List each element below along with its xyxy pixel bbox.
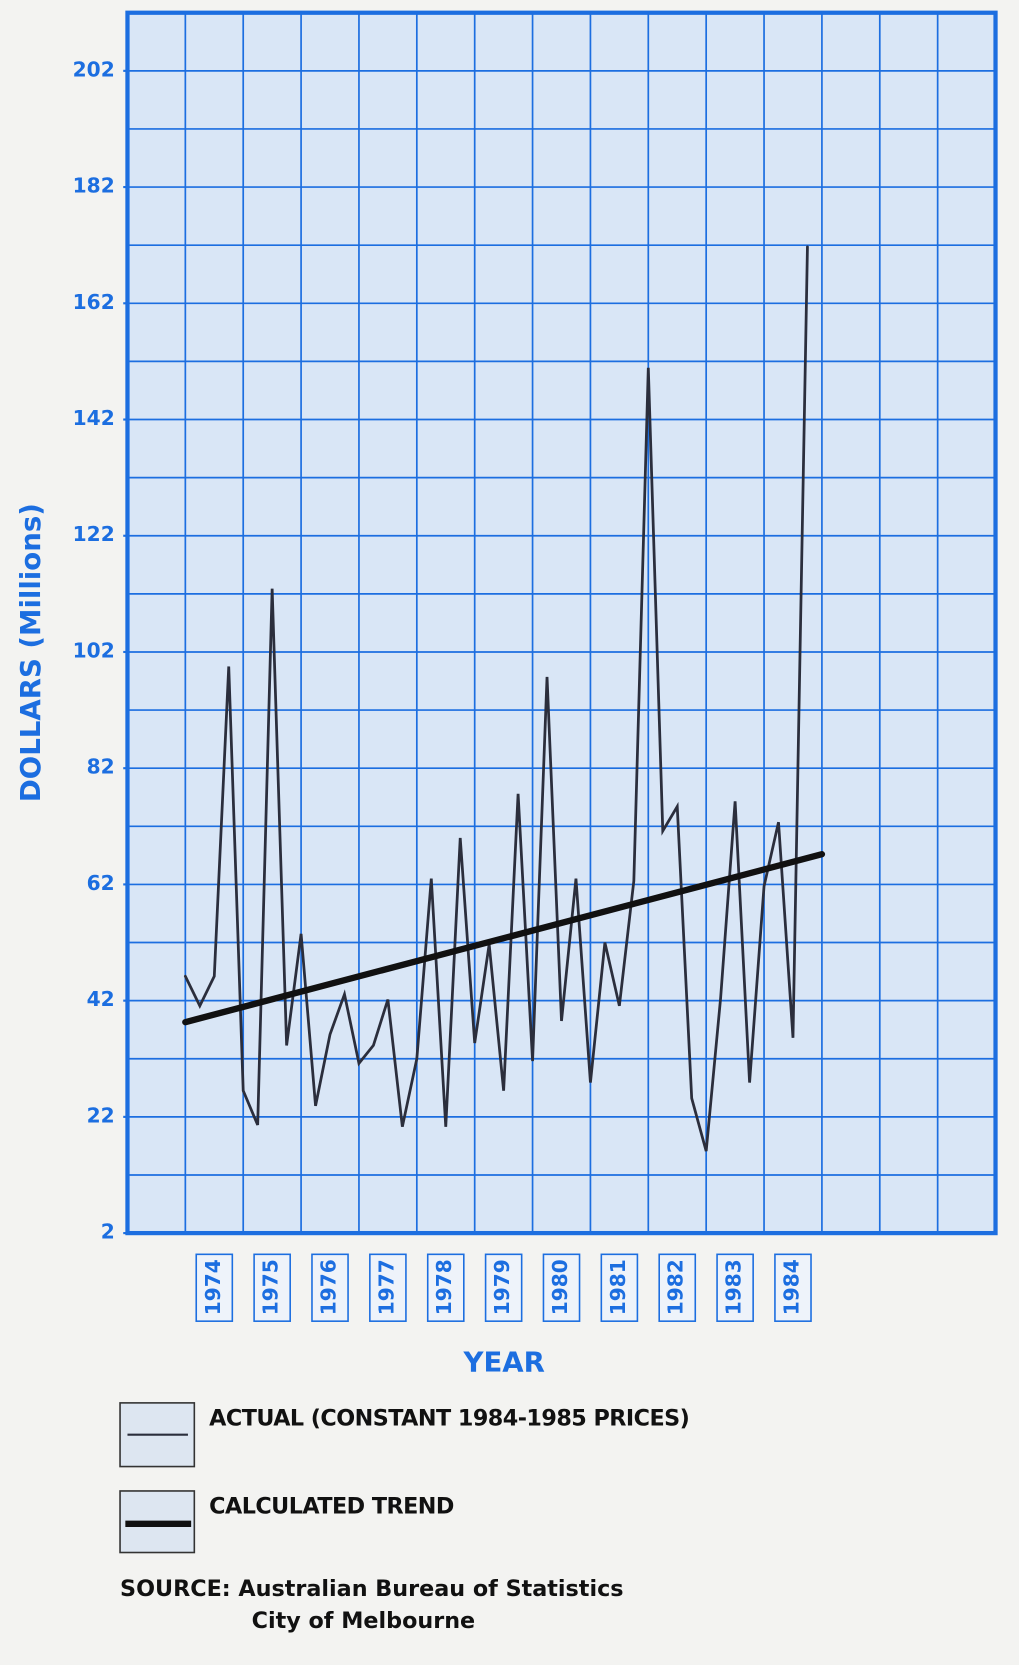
x-tick-label: 1984 bbox=[779, 1259, 803, 1315]
actual-line bbox=[183, 245, 809, 1152]
x-tick-box bbox=[195, 1253, 234, 1322]
x-tick-label: 1978 bbox=[432, 1259, 456, 1315]
x-tick-box bbox=[716, 1253, 754, 1322]
x-tick-label: 1974 bbox=[201, 1259, 225, 1315]
source: City of Melbourne bbox=[252, 1608, 476, 1634]
y-axis-label: DOLLARS (Millions) bbox=[14, 503, 47, 802]
x-tick-box bbox=[542, 1253, 581, 1322]
y-tick-label: 182 bbox=[73, 174, 115, 198]
y-tick-label: 2 bbox=[101, 1220, 115, 1244]
x-tick-label: 1980 bbox=[548, 1259, 572, 1315]
y-tick-label: 162 bbox=[73, 290, 115, 314]
x-tick-box bbox=[484, 1253, 523, 1322]
y-tick-label: 202 bbox=[73, 57, 115, 81]
x-tick-label: 1975 bbox=[259, 1259, 283, 1315]
x-axis-label: YEAR bbox=[462, 1346, 544, 1379]
x-tick-box bbox=[253, 1253, 291, 1322]
plot-background bbox=[127, 12, 996, 1234]
x-tick-box bbox=[426, 1253, 465, 1322]
y-tick-label: 82 bbox=[87, 755, 115, 779]
x-tick-label: 1976 bbox=[317, 1259, 341, 1315]
y-tick-label: 42 bbox=[87, 987, 115, 1011]
plot-frame bbox=[125, 10, 998, 1236]
trend-line bbox=[182, 851, 826, 1026]
source: SOURCE: Australian Bureau of Statistics bbox=[120, 1576, 624, 1602]
x-tick-box bbox=[311, 1253, 349, 1322]
x-tick-label: 1981 bbox=[606, 1259, 630, 1315]
x-tick-box bbox=[600, 1253, 639, 1322]
y-tick-label: 62 bbox=[87, 871, 115, 895]
legend-label: CALCULATED TREND bbox=[209, 1493, 454, 1519]
marks bbox=[182, 245, 826, 1152]
y-tick-label: 22 bbox=[87, 1103, 115, 1127]
x-tick-box bbox=[369, 1253, 407, 1322]
legend-label: ACTUAL (CONSTANT 1984-1985 PRICES) bbox=[209, 1405, 689, 1431]
y-tick-label: 122 bbox=[73, 522, 115, 546]
x-tick-label: 1982 bbox=[664, 1259, 688, 1315]
x-tick-label: 1983 bbox=[722, 1259, 746, 1315]
y-tick-label: 102 bbox=[73, 638, 115, 662]
y-tick-label: 142 bbox=[73, 406, 115, 430]
x-tick-box bbox=[658, 1253, 697, 1322]
x-tick-label: 1977 bbox=[374, 1259, 398, 1315]
x-tick-label: 1979 bbox=[490, 1259, 514, 1315]
x-tick-box bbox=[774, 1253, 812, 1322]
